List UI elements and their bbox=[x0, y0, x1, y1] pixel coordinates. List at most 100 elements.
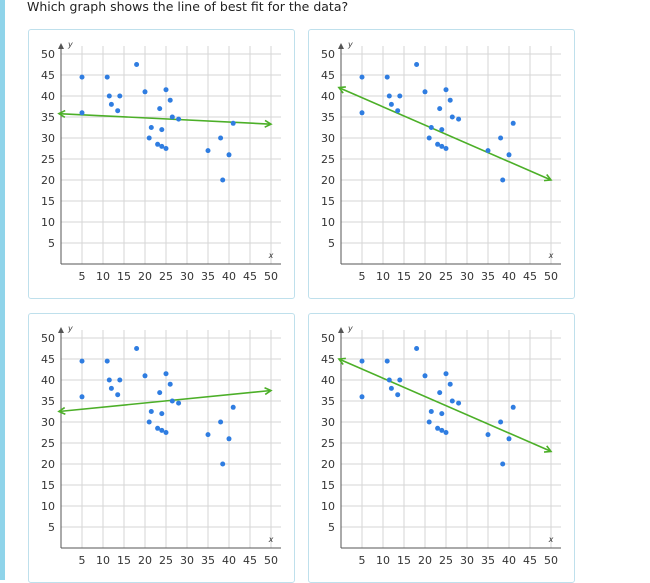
grid bbox=[341, 330, 561, 548]
fit-line-group bbox=[337, 357, 553, 453]
x-tick-label: 20 bbox=[138, 554, 152, 567]
data-point bbox=[359, 358, 365, 364]
x-tick-label: 50 bbox=[544, 270, 558, 283]
data-point bbox=[148, 409, 154, 414]
x-tick-label: 30 bbox=[180, 554, 194, 567]
x-tick-label: 40 bbox=[222, 554, 236, 567]
data-point bbox=[384, 74, 390, 80]
data-point bbox=[437, 390, 443, 396]
x-tick-label: 10 bbox=[376, 554, 390, 567]
x-tick-label: 50 bbox=[264, 270, 278, 283]
y-tick-label: 40 bbox=[41, 374, 55, 387]
data-point bbox=[395, 108, 401, 114]
data-point bbox=[443, 146, 449, 151]
data-point bbox=[163, 146, 169, 151]
data-point bbox=[359, 394, 365, 400]
data-point bbox=[439, 427, 445, 433]
fit-line bbox=[338, 86, 552, 181]
data-point bbox=[435, 425, 441, 431]
y-tick-label: 45 bbox=[321, 353, 335, 366]
fit-line bbox=[58, 112, 272, 125]
y-tick-label: 45 bbox=[321, 69, 335, 82]
y-tick-label: 25 bbox=[41, 437, 55, 450]
data-point bbox=[115, 108, 121, 114]
data-point bbox=[220, 461, 226, 467]
y-tick-label: 50 bbox=[321, 48, 335, 61]
x-tick-label: 10 bbox=[96, 554, 110, 567]
data-point bbox=[108, 385, 114, 391]
fit-line-arrow-left-icon bbox=[57, 406, 66, 415]
data-point bbox=[397, 93, 403, 99]
y-tick-label: 10 bbox=[41, 500, 55, 513]
data-points bbox=[359, 346, 516, 467]
fit-line bbox=[58, 389, 272, 413]
x-axis-label: x bbox=[268, 535, 274, 544]
data-point bbox=[500, 177, 506, 183]
data-point bbox=[142, 89, 148, 95]
answer-choice-d[interactable]: 5 10 15 20 25 30 35 40 45 50 5 10 15 20 25 30 35 40 45 50 x y bbox=[308, 313, 575, 583]
answer-choice-b[interactable]: 5 10 15 20 25 30 35 40 45 50 5 10 15 20 25 30 35 40 45 50 x y bbox=[308, 29, 575, 299]
data-point bbox=[359, 74, 365, 80]
x-tick-label: 25 bbox=[159, 554, 173, 567]
x-tick-label: 30 bbox=[460, 554, 474, 567]
x-tick-label: 35 bbox=[201, 270, 215, 283]
x-tick-label: 25 bbox=[439, 270, 453, 283]
data-point bbox=[176, 400, 182, 406]
data-point bbox=[167, 381, 173, 387]
data-point bbox=[485, 148, 491, 154]
x-tick-label: 5 bbox=[79, 270, 86, 283]
scatter-plot-a: 5 10 15 20 25 30 35 40 45 50 5 10 15 20 25 30 35 40 45 50 x y bbox=[41, 40, 281, 283]
y-tick-label: 45 bbox=[41, 69, 55, 82]
x-tick-label: 15 bbox=[117, 270, 131, 283]
data-point bbox=[106, 377, 112, 383]
data-point bbox=[388, 385, 394, 391]
data-point bbox=[510, 404, 516, 410]
data-point bbox=[167, 97, 173, 103]
scatter-plot-b: 5 10 15 20 25 30 35 40 45 50 5 10 15 20 25 30 35 40 45 50 x y bbox=[321, 40, 561, 283]
y-axis-label: y bbox=[347, 324, 353, 333]
x-tick-label: 10 bbox=[376, 270, 390, 283]
y-tick-label: 10 bbox=[321, 500, 335, 513]
data-point bbox=[226, 152, 232, 158]
x-tick-label: 15 bbox=[397, 554, 411, 567]
data-point bbox=[428, 125, 434, 130]
x-tick-label: 25 bbox=[439, 554, 453, 567]
left-accent-bar bbox=[0, 0, 5, 580]
data-point bbox=[447, 381, 453, 387]
y-tick-label: 15 bbox=[41, 195, 55, 208]
y-tick-label: 15 bbox=[41, 479, 55, 492]
data-point bbox=[104, 74, 110, 80]
y-tick-label: 25 bbox=[321, 437, 335, 450]
y-tick-label: 30 bbox=[41, 132, 55, 145]
x-tick-label: 20 bbox=[418, 270, 432, 283]
y-tick-label: 20 bbox=[41, 458, 55, 471]
data-point bbox=[163, 87, 169, 93]
y-axis-label: y bbox=[347, 40, 353, 49]
data-point bbox=[395, 392, 401, 398]
data-point bbox=[205, 432, 211, 438]
y-tick-label: 25 bbox=[41, 153, 55, 166]
y-tick-label: 40 bbox=[321, 374, 335, 387]
x-tick-label: 10 bbox=[96, 270, 110, 283]
data-point bbox=[443, 87, 449, 93]
fit-line-arrow-left-icon bbox=[57, 109, 66, 118]
fit-line-arrow-right-icon bbox=[543, 173, 553, 182]
data-point bbox=[155, 425, 161, 431]
data-point bbox=[146, 419, 152, 425]
data-point bbox=[226, 436, 232, 442]
data-point bbox=[115, 392, 121, 398]
answer-choice-a[interactable]: 5 10 15 20 25 30 35 40 45 50 5 10 15 20 25 30 35 40 45 50 x y bbox=[28, 29, 295, 299]
data-point bbox=[388, 101, 394, 107]
x-tick-label: 50 bbox=[264, 554, 278, 567]
fit-line-group bbox=[337, 86, 553, 182]
grid bbox=[61, 330, 281, 548]
x-tick-label: 40 bbox=[502, 270, 516, 283]
data-point bbox=[443, 430, 449, 435]
y-tick-label: 15 bbox=[321, 479, 335, 492]
x-tick-label: 40 bbox=[502, 554, 516, 567]
data-point bbox=[159, 427, 165, 433]
data-point bbox=[117, 377, 123, 383]
data-point bbox=[439, 143, 445, 149]
data-points bbox=[79, 346, 236, 467]
answer-choice-c[interactable]: 5 10 15 20 25 30 35 40 45 50 5 10 15 20 25 30 35 40 45 50 x y bbox=[28, 313, 295, 583]
